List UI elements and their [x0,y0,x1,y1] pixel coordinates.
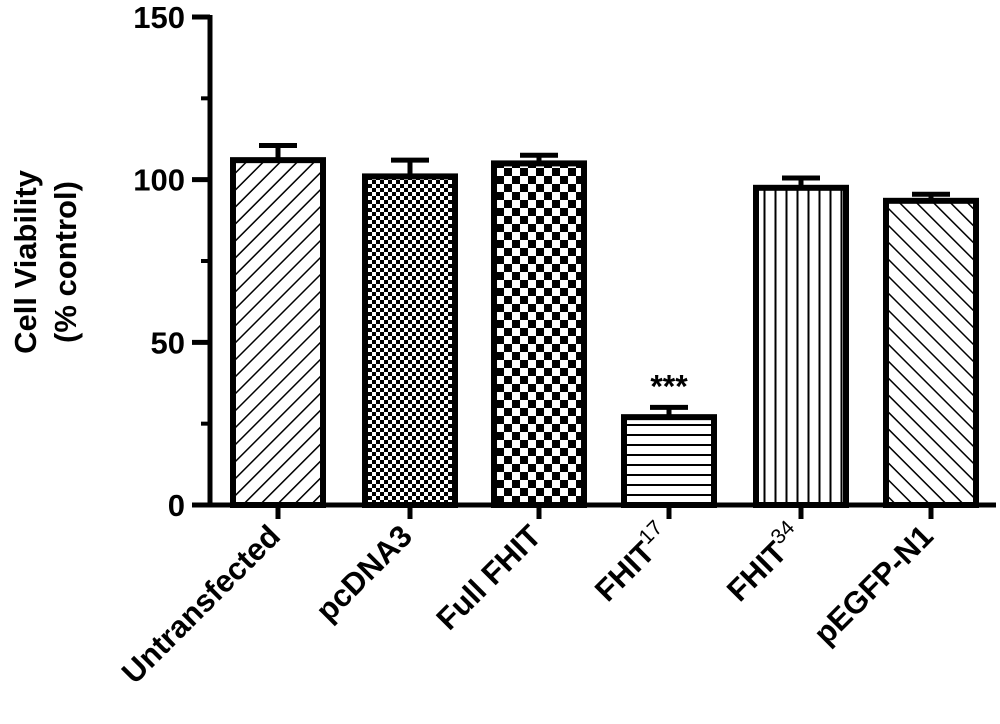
y-tick-label: 0 [168,488,185,523]
x-tick-label: pcDNA3 [309,518,419,628]
y-axis-ticks: 0 50 100 150 [133,0,210,523]
bar [883,197,979,509]
x-tick-label: FHIT34 [718,516,810,608]
bar [491,160,587,508]
y-axis-label-line1: Cell Viability [8,169,43,354]
y-axis-label-line2: (% control) [48,181,83,343]
x-axis-tick-labels: Untransfected pcDNA3 Full FHIT FHIT17 FHIT34… [115,516,940,690]
bar [362,173,458,508]
bars [230,143,979,519]
significance-annotation: *** [650,368,688,404]
bar [230,157,326,508]
y-tick-label: 50 [151,325,185,360]
x-tick-label: pEGFP-N1 [807,518,940,651]
x-tick-label: Untransfected [115,518,287,690]
x-tick-label: FHIT17 [586,516,678,608]
bar [621,414,717,508]
bar [753,184,849,509]
x-tick-label: Full FHIT [429,518,548,637]
y-tick-label: 150 [133,0,185,35]
y-tick-label: 100 [133,163,185,198]
annotations: *** [650,368,688,404]
